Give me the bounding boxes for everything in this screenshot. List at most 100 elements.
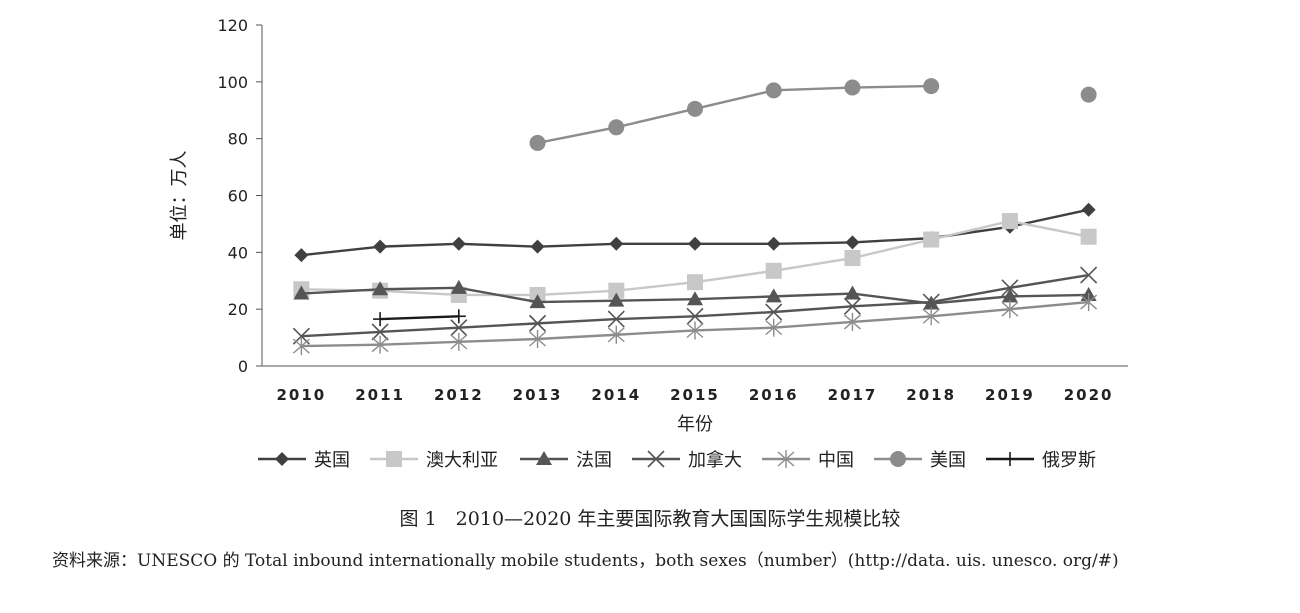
y-tick-label: 40 [228,243,248,262]
data-point [1001,300,1019,319]
data-point [1080,266,1098,284]
data-point [450,332,468,351]
legend-swatch-marker [536,451,552,465]
legend-item: 法国 [520,450,612,471]
x-axis: 2010 2011 2012 2013 2014 2015 2016 2017 2018 2019… [262,365,1128,404]
data-point [294,248,309,263]
data-point [608,119,625,136]
series-6 [373,309,466,327]
series-line [537,84,932,145]
data-point [293,285,310,300]
legend: 英国 澳大利亚 法国 加拿大 中国 美国 俄罗斯 [258,449,1096,471]
data-point [687,291,703,306]
figure-caption: 图 1 2010—2020 年主要国际教育大国国际学生规模比较 [399,508,901,530]
legend-item: 俄罗斯 [986,450,1096,471]
data-point [530,239,545,254]
data-point [1001,213,1018,230]
legend-label: 法国 [576,450,612,471]
x-tick-label: 2018 [906,386,956,404]
y-tick-label: 120 [217,16,248,35]
legend-item: 英国 [258,450,350,471]
series-5 [529,78,1097,151]
y-tick-label: 80 [228,130,248,149]
data-point [451,309,466,324]
legend-swatch-marker [275,452,289,466]
series-0 [294,202,1096,263]
legend-item: 美国 [874,450,966,471]
data-point [373,239,388,254]
y-tick-label: 60 [228,187,248,206]
data-point [529,294,546,309]
data-point [450,319,468,337]
x-tick-label: 2016 [749,386,799,404]
legend-label: 澳大利亚 [426,450,498,471]
legend-swatch-marker [1003,452,1017,466]
x-tick-label: 2013 [513,386,563,404]
legend-label: 加拿大 [688,449,742,471]
legend-item: 澳大利亚 [370,450,498,471]
data-point [1080,293,1098,312]
y-axis: 0 20 40 60 80 100 120 [217,16,263,376]
data-point [607,325,625,344]
data-point [686,307,704,325]
data-point [372,281,389,296]
data-point [528,314,547,332]
series-layer [292,78,1098,356]
data-point [1001,279,1019,297]
data-point [529,134,546,151]
data-point [688,236,702,251]
legend-item: 加拿大 [632,449,742,471]
x-tick-label: 2012 [434,386,484,404]
data-point [607,310,625,328]
y-tick-label: 100 [217,73,248,92]
data-point [843,312,861,331]
data-point [608,282,625,299]
data-point [766,236,781,251]
data-point [371,323,389,341]
data-point [451,236,466,251]
data-point [765,288,782,303]
data-point [1080,228,1097,245]
data-point [845,235,860,250]
y-axis-title: 单位：万人 [169,151,190,241]
data-point [686,321,704,340]
legend-swatch-marker [386,451,402,467]
data-point [765,303,783,321]
data-point [1080,86,1097,103]
line-chart: 0 20 40 60 80 100 120 2010 2011 2012 2013 2014 2015… [169,16,1128,471]
legend-item: 中国 [762,450,854,471]
data-point [450,279,467,294]
data-point [371,335,389,354]
x-axis-title: 年份 [677,414,713,435]
y-tick-label: 20 [228,300,248,319]
data-point [373,312,388,327]
data-point [765,318,783,337]
legend-label: 美国 [930,450,966,471]
data-point [922,293,940,311]
series-2 [293,279,1097,310]
y-tick-label: 0 [238,357,248,376]
data-point [687,100,703,117]
data-point [608,292,625,307]
data-point [922,307,940,326]
data-point [765,262,782,279]
data-point [843,297,862,315]
series-line [380,315,459,321]
data-point [923,231,940,248]
data-point [687,274,703,291]
data-point [844,285,861,300]
data-point [529,330,547,349]
data-point [765,82,782,99]
data-point [292,337,310,356]
legend-swatch-marker [890,451,906,467]
data-point [1081,202,1096,217]
legend-label: 英国 [314,450,350,471]
x-tick-label: 2019 [985,386,1035,404]
x-tick-label: 2010 [276,386,326,404]
series-4 [292,293,1098,356]
x-tick-label: 2014 [591,386,641,404]
data-point [923,78,940,95]
source-caption: 资料来源：UNESCO 的 Total inbound internationa… [52,551,1119,571]
x-tick-label: 2017 [828,386,878,404]
legend-swatch-marker [777,450,795,468]
